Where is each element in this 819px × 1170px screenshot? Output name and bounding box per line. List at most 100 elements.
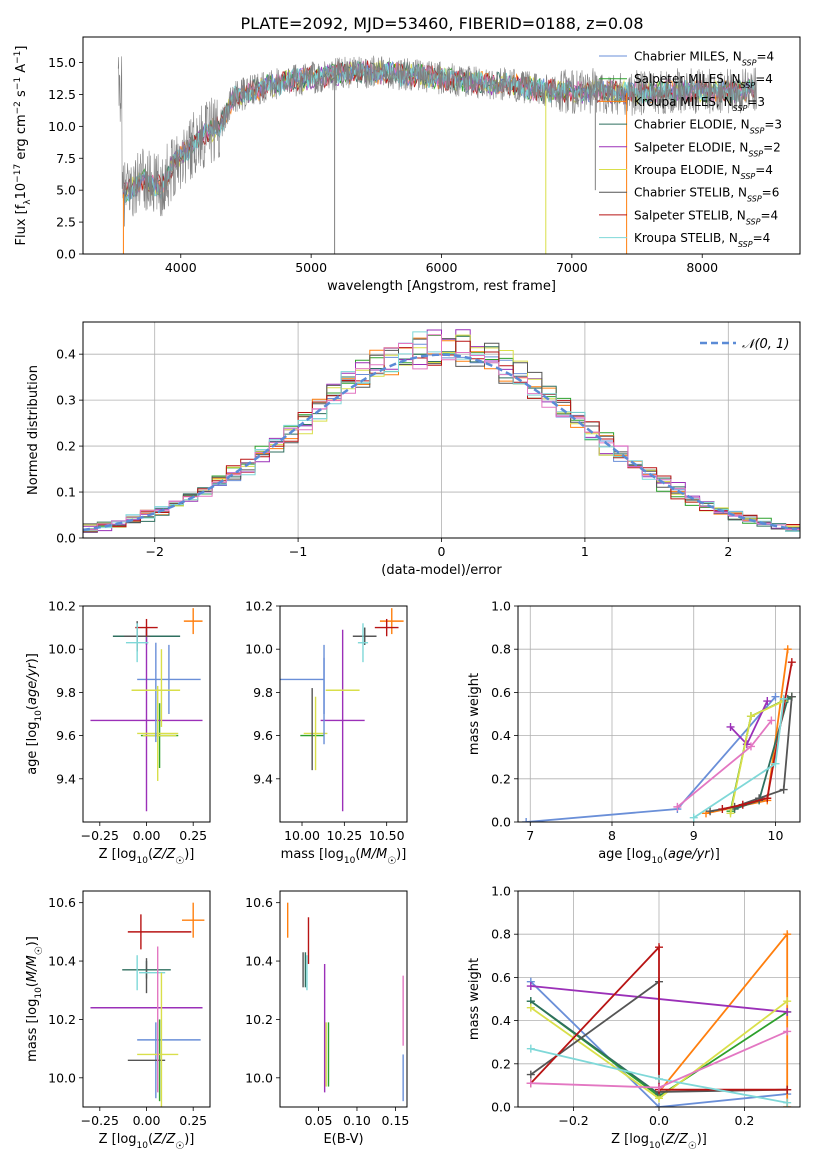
- label-part: Z [log: [611, 1132, 649, 1147]
- plot-area: [90, 608, 203, 812]
- weight-marker-ke: [726, 809, 735, 818]
- legend-text: Kroupa STELIB, N: [634, 231, 738, 245]
- y-tick-label: 0.4: [56, 347, 76, 362]
- y-tick-label: 10.6: [48, 895, 76, 910]
- x-tick-label: 0.05: [305, 1113, 333, 1128]
- x-tick-label: 8000: [686, 260, 718, 275]
- label-part: 10: [34, 987, 44, 999]
- weight-line-ce: [530, 1000, 660, 1095]
- weight-marker-ss: [738, 800, 747, 809]
- x-tick-label: 0.2: [735, 1113, 755, 1128]
- y-tick-label: 2.5: [56, 215, 76, 230]
- label-part: age [log: [25, 722, 40, 775]
- y-tick-label: 0.0: [56, 531, 76, 546]
- legend-text: Kroupa ELODIE, N: [634, 163, 741, 177]
- label-part: )]: [697, 1132, 707, 1147]
- legend-label-km: Kroupa MILES, NSSP=3: [634, 95, 765, 113]
- weight-marker-pk: [673, 802, 682, 811]
- legend-count: =6: [762, 186, 780, 200]
- axes-frame: [279, 890, 408, 1108]
- y-tick-label: 9.6: [56, 728, 76, 743]
- label-part: (: [663, 847, 668, 862]
- y-tick-label: 7.5: [56, 151, 76, 166]
- x-tick-label: 0: [438, 544, 446, 559]
- x-tick-label: 10.25: [326, 828, 362, 843]
- label-part: age/yr: [25, 662, 40, 705]
- legend-subscript: SSP: [742, 58, 757, 67]
- y-tick-label: 10.0: [48, 1070, 76, 1085]
- x-axis-label: (data-model)/error: [381, 563, 502, 578]
- weight-marker-cm: [522, 818, 531, 822]
- label-part: ]: [14, 46, 29, 51]
- plot-area: [83, 329, 800, 538]
- x-tick-label: 0.15: [382, 1113, 410, 1128]
- label-part: 10: [137, 1141, 149, 1151]
- label-part: Flux [f: [14, 204, 29, 245]
- x-tick-label: 4000: [165, 260, 197, 275]
- weight-vs-metallicity-panel: −0.2 0.0 0.2 0.0 0.2 0.4 0.6 0.8 1.0 Z [log10(Z/Z…: [467, 884, 801, 1152]
- legend-label-sm: Salpeter MILES, NSSP=4: [634, 72, 773, 90]
- weight-marker-se: [526, 982, 535, 991]
- weight-marker-se: [763, 697, 772, 706]
- label-part: (: [660, 1132, 665, 1147]
- x-tick-label: 10: [768, 828, 784, 843]
- weight-marker-se: [726, 722, 735, 731]
- label-part: −2: [13, 101, 23, 114]
- y-tick-label: 9.4: [253, 771, 273, 786]
- label-part: λ: [23, 199, 33, 205]
- legend-normal-label: 𝒩(0, 1): [742, 337, 789, 352]
- label-part: M/M: [360, 847, 387, 862]
- mass-vs-extinction-panel: 0.05 0.10 0.15 10.0 10.2 10.4 10.6 E(B-V): [245, 890, 410, 1147]
- y-tick-label: 1.0: [491, 884, 511, 899]
- y-tick-label: 0.0: [491, 815, 511, 830]
- label-part: ☉: [175, 1141, 184, 1152]
- y-tick-label: 10.4: [48, 954, 76, 969]
- weight-marker-ks: [655, 1074, 663, 1083]
- y-axis-label: mass weight: [467, 673, 482, 755]
- legend-count: =2: [763, 140, 781, 154]
- x-tick-label: 0.10: [343, 1113, 371, 1128]
- y-tick-label: 15.0: [48, 55, 76, 70]
- y-tick-label: 10.2: [48, 1012, 76, 1027]
- legend-text: Salpeter ELODIE, N: [634, 140, 748, 154]
- legend-subscript: SSP: [747, 194, 762, 203]
- label-part: M/M: [25, 955, 40, 982]
- y-axis-label: Normed distribution: [26, 365, 41, 495]
- label-part: −1: [13, 51, 23, 64]
- weight-marker-pk: [655, 1083, 663, 1092]
- x-tick-label: −1: [289, 544, 307, 559]
- weight-marker-se: [783, 1007, 792, 1016]
- label-part: mass [log: [25, 999, 40, 1062]
- weight-marker-cs: [706, 807, 715, 816]
- label-part: )]: [710, 847, 720, 862]
- y-tick-label: 0.6: [491, 685, 511, 700]
- weight-marker-ks: [779, 694, 788, 703]
- plot-area: [522, 645, 796, 822]
- observed-spectrum: [117, 55, 758, 227]
- legend-text: Chabrier STELIB, N: [634, 186, 747, 200]
- y-tick-label: 10.2: [48, 599, 76, 614]
- weight-marker-ks: [526, 1044, 535, 1053]
- x-tick-label: −0.25: [81, 828, 119, 843]
- legend-subscript: SSP: [741, 81, 756, 90]
- legend-count: =4: [756, 50, 774, 64]
- weight-line-cm: [530, 981, 788, 1107]
- label-part: −17: [13, 164, 23, 183]
- label-part: Z [log: [99, 847, 137, 862]
- spectrum-panel: 4000 5000 6000 7000 8000 0.0 2.5 5.0 7.5 10.0 12.5…: [13, 36, 801, 294]
- x-tick-label: 9: [690, 828, 698, 843]
- legend-count: =4: [755, 72, 773, 86]
- label-part: )]: [184, 847, 194, 862]
- label-part: Z/Z: [152, 1132, 176, 1147]
- label-part: 10: [34, 710, 44, 722]
- label-part: age [log: [598, 847, 651, 862]
- x-tick-label: −2: [145, 544, 163, 559]
- label-part: erg cm: [14, 114, 29, 163]
- x-tick-label: 0.00: [133, 828, 161, 843]
- label-part: )]: [184, 1132, 194, 1147]
- label-part: E(B-V): [323, 1132, 363, 1147]
- axes-frame: [517, 605, 801, 823]
- y-axis-label: age [log10(age/yr)]: [25, 653, 44, 775]
